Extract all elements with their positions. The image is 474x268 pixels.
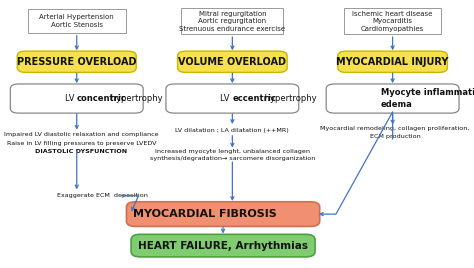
FancyBboxPatch shape — [10, 84, 143, 113]
Text: Ischemic heart disease
Myocarditis
Cardiomyopathies: Ischemic heart disease Myocarditis Cardi… — [353, 10, 433, 32]
FancyBboxPatch shape — [338, 51, 447, 72]
FancyBboxPatch shape — [344, 8, 441, 34]
Text: synthesis/degradation→ sarcomere disorganization: synthesis/degradation→ sarcomere disorga… — [150, 157, 315, 161]
FancyBboxPatch shape — [127, 202, 319, 226]
FancyBboxPatch shape — [131, 234, 315, 257]
Text: eccentric: eccentric — [232, 94, 276, 103]
FancyBboxPatch shape — [326, 84, 459, 113]
Text: Mitral regurgitation
Aortic regurgitation
Strenuous endurance exercise: Mitral regurgitation Aortic regurgitatio… — [179, 10, 285, 32]
Text: Raise in LV filling pressures to preserve LVEDV: Raise in LV filling pressures to preserv… — [7, 141, 156, 146]
Text: Myocyte inflammation,
edema: Myocyte inflammation, edema — [381, 88, 474, 109]
FancyBboxPatch shape — [28, 9, 126, 33]
Text: LV: LV — [220, 94, 232, 103]
Text: Exaggerate ECM  deposition: Exaggerate ECM deposition — [57, 193, 148, 198]
Text: MYOCARDIAL INJURY: MYOCARDIAL INJURY — [337, 57, 449, 67]
FancyBboxPatch shape — [166, 84, 299, 113]
Text: concentric: concentric — [77, 94, 127, 103]
Text: Myocardial remodeling, collagen proliferation,: Myocardial remodeling, collagen prolifer… — [320, 126, 470, 131]
Text: VOLUME OVERLOAD: VOLUME OVERLOAD — [178, 57, 286, 67]
FancyBboxPatch shape — [181, 8, 283, 34]
Text: hypertrophy: hypertrophy — [109, 94, 163, 103]
Text: Arterial Hypertension
Aortic Stenosis: Arterial Hypertension Aortic Stenosis — [39, 14, 114, 28]
Text: MYOCARDIAL FIBROSIS: MYOCARDIAL FIBROSIS — [133, 209, 276, 219]
Text: DIASTOLIC DYSFUNCTION: DIASTOLIC DYSFUNCTION — [36, 149, 128, 154]
FancyBboxPatch shape — [178, 51, 287, 72]
FancyBboxPatch shape — [17, 51, 136, 72]
Text: LV dilatation ; LA dilatation (++MR): LV dilatation ; LA dilatation (++MR) — [175, 128, 289, 133]
Text: ECM production: ECM production — [370, 134, 420, 139]
Text: LV: LV — [64, 94, 77, 103]
Text: Increased myocyte lenght, unbalanced collagen: Increased myocyte lenght, unbalanced col… — [155, 148, 310, 154]
Text: Impaired LV diastolic relaxation and compliance: Impaired LV diastolic relaxation and com… — [4, 132, 159, 137]
Text: PRESSURE OVERLOAD: PRESSURE OVERLOAD — [17, 57, 137, 67]
Text: HEART FAILURE, Arrhythmias: HEART FAILURE, Arrhythmias — [138, 241, 308, 251]
Text: hypertrophy: hypertrophy — [262, 94, 316, 103]
